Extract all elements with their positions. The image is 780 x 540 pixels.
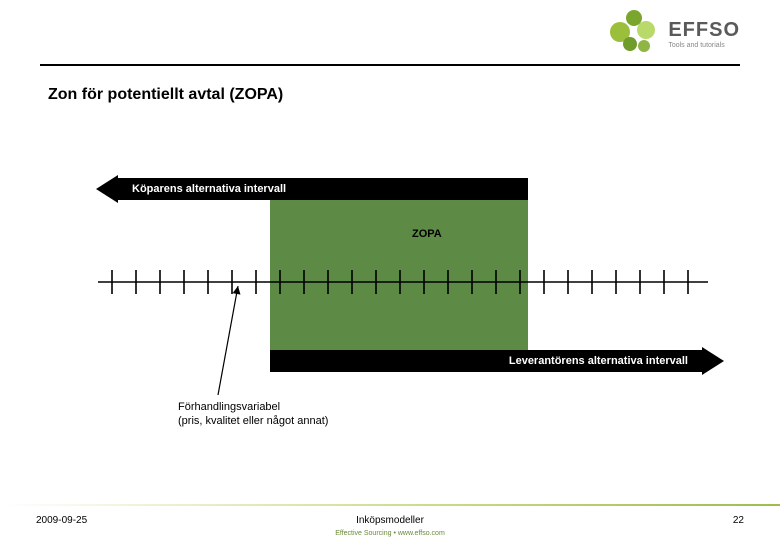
note-text: Förhandlingsvariabel (pris, kvalitet ell… bbox=[178, 400, 328, 429]
footer-title: Inköpsmodeller bbox=[0, 515, 780, 526]
logo-text-main: EFFSO bbox=[668, 19, 740, 42]
footer-pagenum: 22 bbox=[733, 515, 744, 526]
logo: EFFSO Tools and tutorials bbox=[616, 10, 740, 58]
logo-icon bbox=[616, 10, 664, 58]
note-arrow-icon bbox=[68, 170, 728, 450]
footer: 2009-09-25 Inköpsmodeller Effective Sour… bbox=[0, 504, 780, 540]
logo-text-sub: Tools and tutorials bbox=[668, 42, 724, 49]
header-rule bbox=[40, 64, 740, 66]
slide-title: Zon för potentiellt avtal (ZOPA) bbox=[48, 86, 283, 104]
footer-sub: Effective Sourcing • www.effso.com bbox=[0, 530, 780, 537]
note-line-1: Förhandlingsvariabel bbox=[178, 401, 280, 413]
footer-divider bbox=[0, 504, 780, 506]
zopa-diagram: Köparens alternativa intervall ZOPA Leve… bbox=[68, 170, 728, 390]
note-line-2: (pris, kvalitet eller något annat) bbox=[178, 415, 328, 427]
logo-text: EFFSO Tools and tutorials bbox=[668, 19, 740, 49]
